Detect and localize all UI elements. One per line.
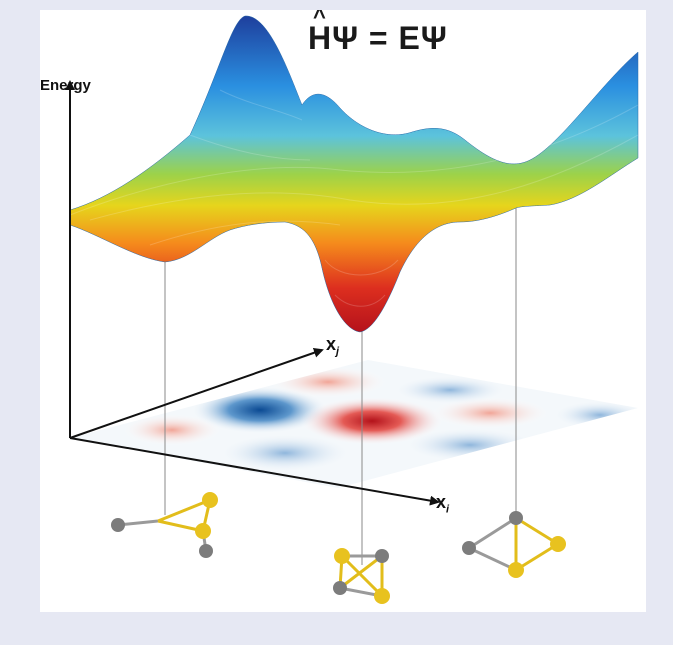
xi-axis-base: x bbox=[436, 492, 447, 512]
atom-gray bbox=[111, 518, 125, 532]
energy-axis-label: Energy bbox=[40, 77, 91, 94]
atom-gold bbox=[334, 548, 350, 564]
schrodinger-equation: HΨ = EΨ bbox=[308, 10, 448, 57]
molecule-middle bbox=[333, 548, 390, 604]
energy-surface bbox=[69, 15, 639, 333]
atom-gold bbox=[508, 562, 524, 578]
xj-axis-base: x bbox=[326, 334, 337, 354]
atom-gray bbox=[333, 581, 347, 595]
atom-gold bbox=[374, 588, 390, 604]
figure-panel: HΨ = EΨ Energy xi xj bbox=[40, 10, 646, 612]
xi-axis-label: xi bbox=[436, 492, 449, 516]
xj-axis-sub: j bbox=[336, 345, 340, 358]
connector-lines bbox=[164, 208, 517, 565]
atom-gray bbox=[375, 549, 389, 563]
atom-gray bbox=[509, 511, 523, 525]
xj-axis bbox=[69, 347, 324, 439]
molecule-left bbox=[111, 492, 218, 558]
axes bbox=[65, 80, 440, 506]
equation-middle: = E bbox=[359, 20, 421, 56]
xj-axis-label: xj bbox=[326, 334, 339, 358]
atom-gold bbox=[195, 523, 211, 539]
atom-gray bbox=[462, 541, 476, 555]
xi-axis bbox=[69, 437, 440, 506]
psi-symbol: Ψ bbox=[332, 20, 359, 56]
hamiltonian-symbol: H bbox=[308, 10, 332, 57]
atom-gray bbox=[199, 544, 213, 558]
energy-landscape-illustration bbox=[65, 15, 639, 604]
atom-gold bbox=[202, 492, 218, 508]
psi-symbol: Ψ bbox=[420, 20, 448, 56]
projection-plane bbox=[70, 360, 638, 488]
molecule-right bbox=[462, 511, 566, 578]
xi-axis-sub: i bbox=[446, 503, 450, 516]
atom-gold bbox=[550, 536, 566, 552]
